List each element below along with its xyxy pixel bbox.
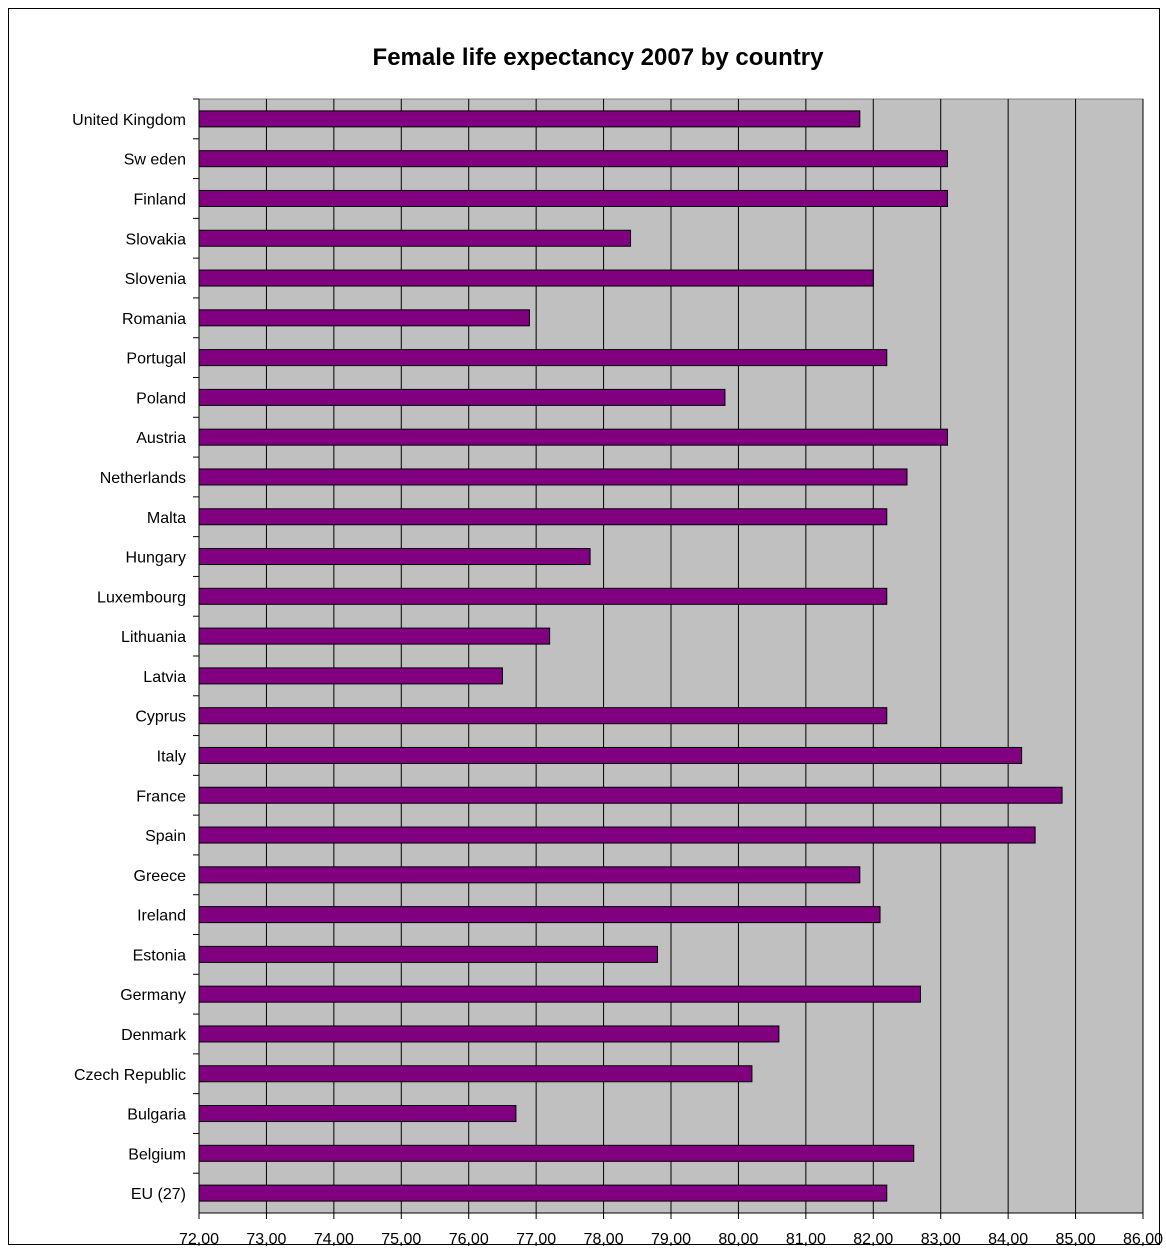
chart-title: Female life expectancy 2007 by country — [373, 44, 825, 71]
category-label: Czech Republic — [74, 1067, 186, 1084]
bars — [198, 110, 1063, 1202]
category-labels: United Kingdom Sw eden Finland Slovakia Slov… — [72, 112, 187, 1203]
category-label: Slovenia — [125, 271, 186, 288]
category-label: Netherlands — [100, 470, 186, 487]
x-tick-label: 73,00 — [246, 1231, 286, 1248]
category-label: Lithuania — [121, 629, 186, 646]
bar — [198, 1144, 915, 1162]
x-tick-label: 79,00 — [651, 1231, 691, 1248]
category-label: Malta — [147, 510, 186, 527]
bar — [198, 985, 921, 1003]
x-tick-labels: 72,00 73,00 74,00 75,00 76,00 77,00 78,00 79,00… — [179, 1231, 1163, 1248]
x-tick-label: 84,00 — [988, 1231, 1028, 1248]
x-tick-label: 77,00 — [516, 1231, 556, 1248]
bar — [198, 866, 861, 884]
bar — [198, 707, 888, 725]
x-tick-label: 76,00 — [449, 1231, 489, 1248]
bar — [198, 945, 659, 963]
category-label: Poland — [136, 390, 186, 407]
bar — [198, 388, 726, 406]
category-label: United Kingdom — [72, 112, 186, 129]
bar — [198, 786, 1063, 804]
x-tick-label: 83,00 — [921, 1231, 961, 1248]
category-label: Italy — [157, 748, 186, 765]
x-tick-label: 80,00 — [718, 1231, 758, 1248]
bar — [198, 627, 551, 645]
bar — [198, 309, 530, 327]
bar — [198, 826, 1036, 844]
category-label: Estonia — [133, 947, 186, 964]
category-label: EU (27) — [131, 1186, 186, 1203]
x-tick-label: 85,00 — [1056, 1231, 1096, 1248]
category-label: Germany — [120, 987, 186, 1004]
x-tick-label: 86,00 — [1123, 1231, 1163, 1248]
bar — [198, 906, 881, 924]
bar — [198, 229, 632, 247]
category-label: Denmark — [121, 1027, 187, 1044]
bar — [198, 468, 908, 486]
bar — [198, 1025, 780, 1043]
category-label: Austria — [136, 430, 186, 447]
bar — [198, 1065, 753, 1083]
category-label: Finland — [134, 191, 186, 208]
category-label: Ireland — [137, 908, 186, 925]
bar — [198, 150, 948, 168]
bar — [198, 110, 861, 128]
category-label: Cyprus — [135, 709, 186, 726]
x-tick-label: 74,00 — [314, 1231, 354, 1248]
bar — [198, 269, 874, 287]
bar — [198, 428, 948, 446]
category-label: Hungary — [126, 550, 186, 567]
category-label: Slovakia — [126, 231, 187, 248]
x-tick-label: 78,00 — [584, 1231, 624, 1248]
x-tick-label: 81,00 — [786, 1231, 826, 1248]
category-label: Greece — [134, 868, 187, 885]
category-label: Romania — [122, 311, 186, 328]
category-label: France — [136, 788, 186, 805]
bar — [198, 349, 888, 367]
axes — [193, 98, 1144, 1219]
category-label: Spain — [145, 828, 186, 845]
bar — [198, 587, 888, 605]
category-label: Latvia — [143, 669, 186, 686]
bar — [198, 1184, 888, 1202]
bar — [198, 1105, 517, 1123]
category-label: Bulgaria — [127, 1107, 186, 1124]
bar — [198, 189, 948, 207]
bar — [198, 508, 888, 526]
category-label: Sw eden — [124, 152, 186, 169]
bar — [198, 667, 503, 685]
category-label: Luxembourg — [97, 589, 186, 606]
x-tick-label: 72,00 — [179, 1231, 219, 1248]
bar — [198, 746, 1023, 764]
x-tick-label: 75,00 — [381, 1231, 421, 1248]
category-label: Belgium — [128, 1146, 186, 1163]
bar — [198, 548, 591, 566]
x-tick-label: 82,00 — [853, 1231, 893, 1248]
category-label: Portugal — [126, 351, 186, 368]
